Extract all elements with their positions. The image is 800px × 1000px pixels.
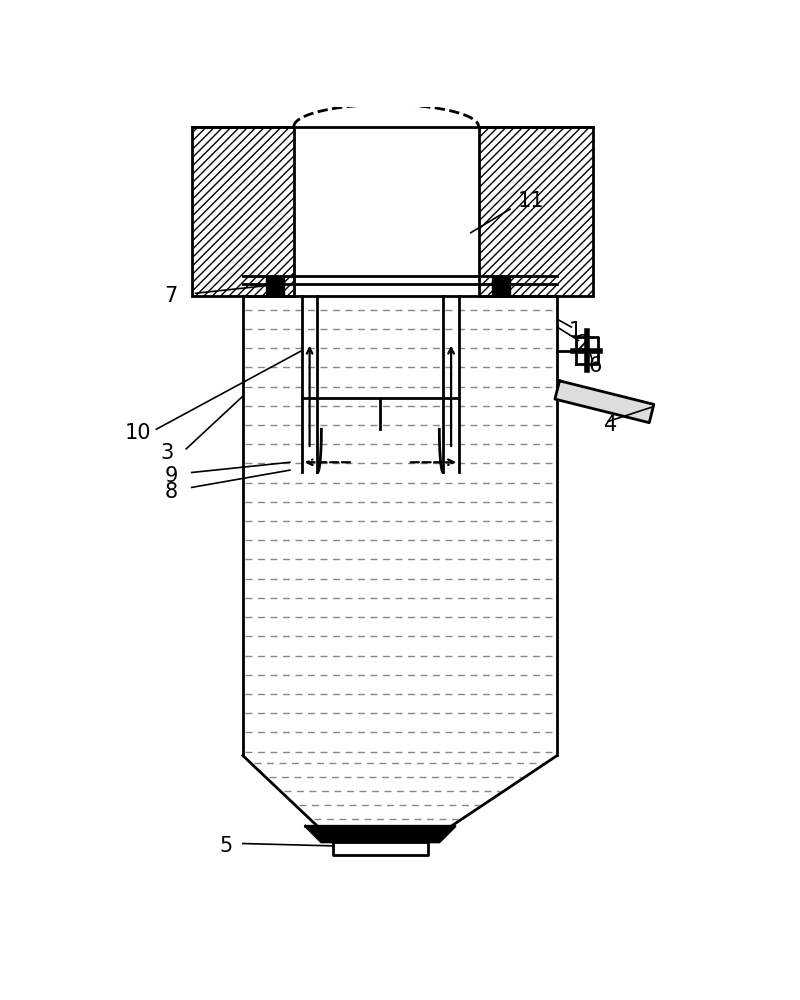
Text: 8: 8 xyxy=(164,482,178,502)
Text: 9: 9 xyxy=(164,466,178,486)
Polygon shape xyxy=(266,276,285,296)
Polygon shape xyxy=(192,127,294,296)
Text: 6: 6 xyxy=(589,356,602,376)
Polygon shape xyxy=(576,337,598,364)
Polygon shape xyxy=(492,276,510,296)
Polygon shape xyxy=(478,127,593,296)
Polygon shape xyxy=(333,842,427,855)
Text: 7: 7 xyxy=(164,286,178,306)
Text: 5: 5 xyxy=(219,836,233,856)
Text: 1: 1 xyxy=(569,321,582,341)
Text: 10: 10 xyxy=(125,423,151,443)
Polygon shape xyxy=(555,381,654,423)
Text: 2: 2 xyxy=(577,334,590,354)
Polygon shape xyxy=(306,826,455,842)
Text: 4: 4 xyxy=(604,415,618,435)
Text: 11: 11 xyxy=(518,191,545,211)
Text: 3: 3 xyxy=(160,443,174,463)
